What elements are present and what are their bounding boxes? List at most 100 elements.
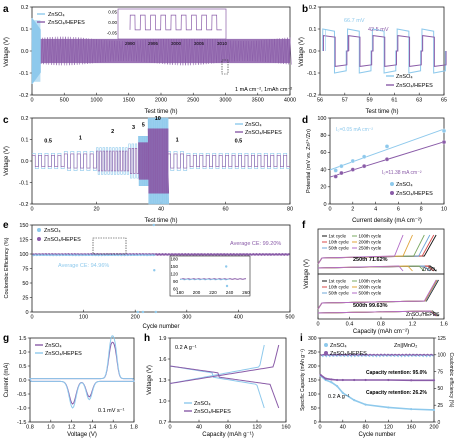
capacity-point-s1-3 [336,378,339,382]
d-ytick-label-3: 60 [320,150,326,156]
legend-label-h-1: ZnSO₄/HEPES [194,409,231,415]
series-hepes-line [322,35,447,67]
b-xtick-label-5: 65 [441,98,447,104]
g-xtick-label-1: 1.0 [47,425,55,431]
plot-frame-d [329,117,445,205]
d-xtick-label-2: 4 [374,207,377,213]
legend-label-b-1: ZnSO₄/HEPES [396,83,433,89]
data-e [32,223,290,314]
inset-xtick-label-3: 240 [226,290,234,295]
d-xtick-label-1: 2 [351,207,354,213]
x-axis-label-h: Capacity (mAh g⁻¹) [202,432,254,438]
data-d [329,128,447,179]
subplot-label-f-1: ZnSO₄/HEPES [406,312,440,318]
legend-label-c-0: ZnSO₄ [245,122,262,128]
i-ytick-label-0: 0 [314,420,317,426]
h-xtick-label-4: 160 [281,425,290,431]
y2-ticks-i: 0 25 50 75 100 125 [434,336,446,426]
i-y2tick-label-4: 100 [438,353,447,359]
y-axis-label-a: Voltage (V) [4,37,10,67]
g-xtick-label-3: 1.4 [89,425,97,431]
i-ytick-label-5: 250 [308,350,317,356]
inset-series-znso4 [179,278,230,281]
e-ytick-label-6: 150 [19,223,28,229]
legend-swatch-e-1 [37,237,41,241]
data-i [319,353,436,412]
hepes-discharge-5 [317,310,437,317]
a-ytick-label-2: 0.0 [21,49,29,55]
x-axis-label-a: Test time (h) [144,109,177,115]
rate-label-6: 1 [176,138,179,144]
legend-label-g-0: ZnSO₄ [45,343,62,349]
capacity-line-0 [320,375,435,411]
e-xtick-label-4: 400 [234,315,243,321]
b-ytick-label-0: -0.2 [307,93,316,99]
b-xtick-label-0: 56 [317,98,323,104]
x-axis-label-d: Current density (mA cm⁻²) [352,218,422,224]
a-xtick-label-5: 2500 [187,98,199,104]
x-axis-label-e: Cycle number [142,324,179,330]
inset-ytick-label-0: 0.05 [108,10,117,15]
panel-h: h 0.7 1.0 1.3 1.6 1.9 0 40 80 120 160 Capacity (… [144,333,291,438]
y-ticks-d: 0 20 40 60 80 100 [317,116,330,208]
capacity-point-s1-0 [319,373,322,377]
legend-swatch-d-1 [390,191,394,195]
g-xtick-label-0: 0.8 [26,425,34,431]
y-ticks-a: -0.2 -0.1 0.0 0.1 0.2 [19,5,32,99]
a-xtick-label-1: 500 [60,98,69,104]
x-axis-label-f: Capacity (mAh cm⁻²) [353,329,409,335]
inset-outlier-0 [225,265,228,268]
annotation-a: 1 mA cm⁻², 1mAh cm⁻² [235,87,292,93]
data-f [317,234,439,317]
legend-label-e-1: ZnSO₄/HEPES [44,237,81,243]
b-xtick-label-3: 61 [391,98,397,104]
annotation-d-1: I₀=11.38 mA cm⁻² [382,170,422,176]
y-axis-label-c: Voltage (V) [4,146,10,176]
capacity-point-s1-8 [410,379,413,382]
d-xtick-label-4: 8 [420,207,423,213]
a-xtick-label-6: 3000 [219,98,231,104]
capacity-point-s0-2 [330,381,333,384]
x-ticks-d: 0 2 4 6 8 10 [328,201,447,213]
y-axis-label-g: Current (mA) [4,363,10,398]
x-ticks-i: 0 40 80 120 160 200 [318,419,439,431]
i-y2tick-label-3: 75 [438,369,444,375]
c-ytick-label-2: 0.0 [21,159,29,165]
data-h [169,344,280,409]
series-hepes-ce [320,353,434,357]
inset-xtick-label-2: 3000 [171,41,182,46]
h-ytick-label-3: 1.6 [159,357,167,363]
e-ytick-label-2: 50 [22,281,28,287]
c-ytick-label-3: 0.1 [21,137,29,143]
plot-frame-b [319,6,445,96]
c-xtick-label-3: 60 [222,207,228,213]
annotation-i-1: Capacity retention: 95.0% [366,370,427,376]
point-s0-4 [384,144,390,149]
panel-label-d: d [302,115,308,126]
capacity-point-s0-8 [410,408,413,411]
inset-data-e [179,265,247,288]
outlier-point-0 [136,310,139,314]
y-axis-label-d: Potential (mV vs. Zn²⁺/Zn) [305,129,312,193]
x-axis-label-c: Test time (h) [144,218,177,224]
rate-label-5: 10 [155,116,161,122]
i-ytick-label-4: 200 [308,364,317,370]
i-y2tick-label-2: 50 [438,386,444,392]
d-ytick-label-1: 20 [320,185,326,191]
x-ticks-a: 0 500 1000 1500 2000 2500 3000 3500 4000 [30,92,296,104]
b-xtick-label-2: 59 [367,98,373,104]
rate-labels-c: 0.5 1 2 3 5 10 1 0.5 [44,116,242,145]
x-axis-label-b: Test time (h) [365,109,398,115]
inset-ytick-label-1: 150 [170,264,178,269]
panel-c: c -0.2 -0.1 0.0 0.1 0.2 0 20 40 60 80 Test time … [3,115,293,224]
capacity-point-s1-7 [387,378,390,382]
legend-swatch-d-0 [390,182,394,186]
hepes-charge-5 [317,279,437,310]
f-xtick-label-1: 0.4 [346,322,354,328]
e-xtick-label-0: 0 [30,315,33,321]
b-xtick-label-1: 57 [342,98,348,104]
i-ytick-label-2: 100 [308,392,317,398]
legend-f-bottom-label-2: 50th cycle [329,291,350,296]
e-xtick-label-3: 300 [182,315,191,321]
